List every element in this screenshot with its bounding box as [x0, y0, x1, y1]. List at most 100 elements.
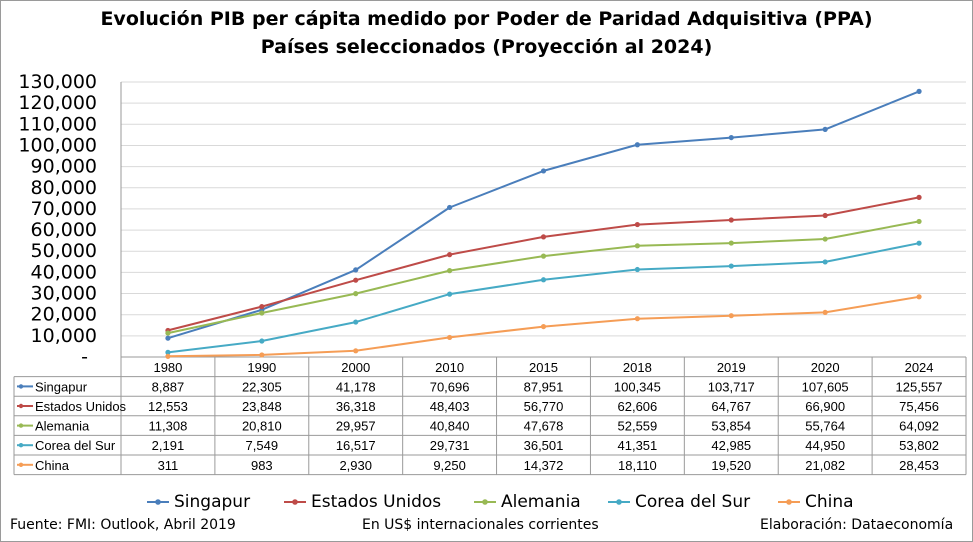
data-label-estados-unidos: 56,770	[524, 399, 564, 414]
data-point-china	[822, 309, 828, 316]
data-point-singapur	[165, 335, 171, 341]
table-series-label-corea-del-sur: Corea del Sur	[35, 438, 116, 453]
data-label-singapur: 70,696	[430, 379, 470, 394]
data-point-estados-unidos	[916, 194, 922, 200]
data-label-alemania: 11,308	[149, 419, 188, 434]
legend-label: Estados Unidos	[311, 492, 442, 512]
data-point-estados-unidos	[822, 212, 828, 219]
data-label-china: 19,520	[711, 458, 751, 473]
data-point-estados-unidos	[353, 277, 359, 283]
data-point-estados-unidos	[634, 221, 640, 228]
data-point-corea-del-sur	[540, 277, 547, 283]
source-note: Fuente: FMI: Outlook, Abril 2019	[10, 517, 236, 533]
data-point-alemania	[634, 243, 640, 249]
data-label-china: 18,110	[618, 458, 657, 473]
table-legend-marker-singapur	[18, 384, 24, 389]
data-label-corea-del-sur: 41,351	[618, 438, 658, 453]
data-label-alemania: 40,840	[430, 419, 470, 434]
data-label-alemania: 29,957	[336, 419, 376, 434]
legend-item-alemania: Alemania	[474, 488, 581, 516]
table-legend-marker-alemania	[18, 423, 24, 428]
data-label-estados-unidos: 64,767	[711, 399, 751, 414]
data-point-singapur	[916, 88, 922, 94]
data-label-china: 21,082	[805, 458, 845, 473]
data-label-estados-unidos: 23,848	[242, 399, 282, 414]
y-tick-label: 130,000	[18, 71, 97, 93]
data-point-corea-del-sur	[634, 266, 640, 273]
table-series-label-alemania: Alemania	[35, 419, 90, 434]
data-point-singapur	[353, 267, 359, 273]
data-label-alemania: 53,854	[711, 419, 751, 434]
data-label-china: 28,453	[899, 458, 939, 473]
data-point-china	[634, 316, 640, 322]
data-label-singapur: 41,178	[336, 379, 376, 394]
table-series-label-china: China	[35, 458, 70, 473]
y-tick-label: 100,000	[18, 134, 97, 156]
y-tick-label: 90,000	[31, 156, 97, 178]
data-label-singapur: 107,605	[802, 379, 849, 394]
data-label-china: 9,250	[433, 458, 466, 473]
data-label-alemania: 20,810	[242, 419, 282, 434]
legend-key-alemania	[474, 499, 496, 505]
data-point-china	[728, 313, 734, 319]
data-point-singapur	[540, 168, 547, 174]
data-point-alemania	[916, 218, 922, 225]
table-legend-marker-corea-del-sur	[18, 443, 24, 448]
legend-label: China	[805, 492, 854, 512]
data-label-china: 311	[158, 458, 179, 473]
data-point-singapur	[822, 126, 828, 132]
x-tick-label: 2020	[811, 360, 840, 375]
legend-key-estados-unidos	[284, 499, 306, 505]
data-point-singapur	[447, 204, 453, 211]
x-tick-label: 2024	[905, 360, 934, 375]
data-label-estados-unidos: 12,553	[148, 399, 188, 414]
x-tick-label: 2010	[435, 360, 464, 375]
data-point-corea-del-sur	[728, 263, 734, 269]
data-label-corea-del-sur: 36,501	[524, 438, 564, 453]
y-tick-label: 70,000	[31, 198, 97, 220]
data-label-corea-del-sur: 42,985	[711, 438, 751, 453]
series-line-estados-unidos	[167, 196, 920, 332]
data-point-china	[540, 323, 547, 330]
data-label-china: 14,372	[524, 458, 564, 473]
data-point-alemania	[353, 291, 359, 297]
credit-note: Elaboración: Dataeconomía	[760, 517, 954, 533]
data-point-corea-del-sur	[259, 338, 265, 344]
data-label-estados-unidos: 62,606	[618, 399, 658, 414]
legend-key-singapur	[147, 499, 169, 505]
table-series-label-estados-unidos: Estados Unidos	[35, 399, 127, 414]
data-label-estados-unidos: 66,900	[805, 399, 845, 414]
legend-item-corea-del-sur: Corea del Sur	[608, 488, 750, 516]
data-point-china	[353, 348, 359, 354]
y-tick-label: 30,000	[31, 283, 97, 305]
data-point-corea-del-sur	[165, 349, 171, 355]
data-point-china	[165, 353, 171, 359]
chart-title: Evolución PIB per cápita medido por Pode…	[100, 8, 873, 30]
data-point-singapur	[728, 134, 734, 141]
data-label-corea-del-sur: 53,802	[899, 438, 939, 453]
legend-key-corea-del-sur	[608, 499, 630, 505]
y-tick-label: 80,000	[31, 177, 97, 199]
data-label-alemania: 64,092	[899, 419, 939, 434]
x-tick-label: 1980	[153, 360, 182, 375]
data-point-alemania	[728, 240, 734, 246]
y-tick-label: 60,000	[31, 219, 97, 241]
x-tick-label: 1990	[247, 360, 276, 375]
data-label-singapur: 87,951	[524, 379, 564, 394]
legend-label: Corea del Sur	[635, 492, 751, 512]
y-tick-label: -	[81, 346, 88, 368]
data-point-singapur	[634, 142, 640, 148]
y-tick-label: 110,000	[18, 113, 97, 135]
data-label-corea-del-sur: 29,731	[430, 438, 470, 453]
y-tick-label: 20,000	[31, 304, 97, 326]
data-label-alemania: 55,764	[805, 419, 845, 434]
x-tick-label: 2000	[341, 360, 370, 375]
data-point-alemania	[259, 310, 265, 316]
data-point-corea-del-sur	[916, 240, 922, 246]
data-label-singapur: 100,345	[614, 379, 661, 394]
legend-item-estados-unidos: Estados Unidos	[284, 488, 441, 516]
data-label-corea-del-sur: 2,191	[152, 438, 185, 453]
data-label-corea-del-sur: 44,950	[805, 438, 845, 453]
table-series-label-singapur: Singapur	[35, 379, 88, 394]
data-point-estados-unidos	[447, 252, 453, 258]
